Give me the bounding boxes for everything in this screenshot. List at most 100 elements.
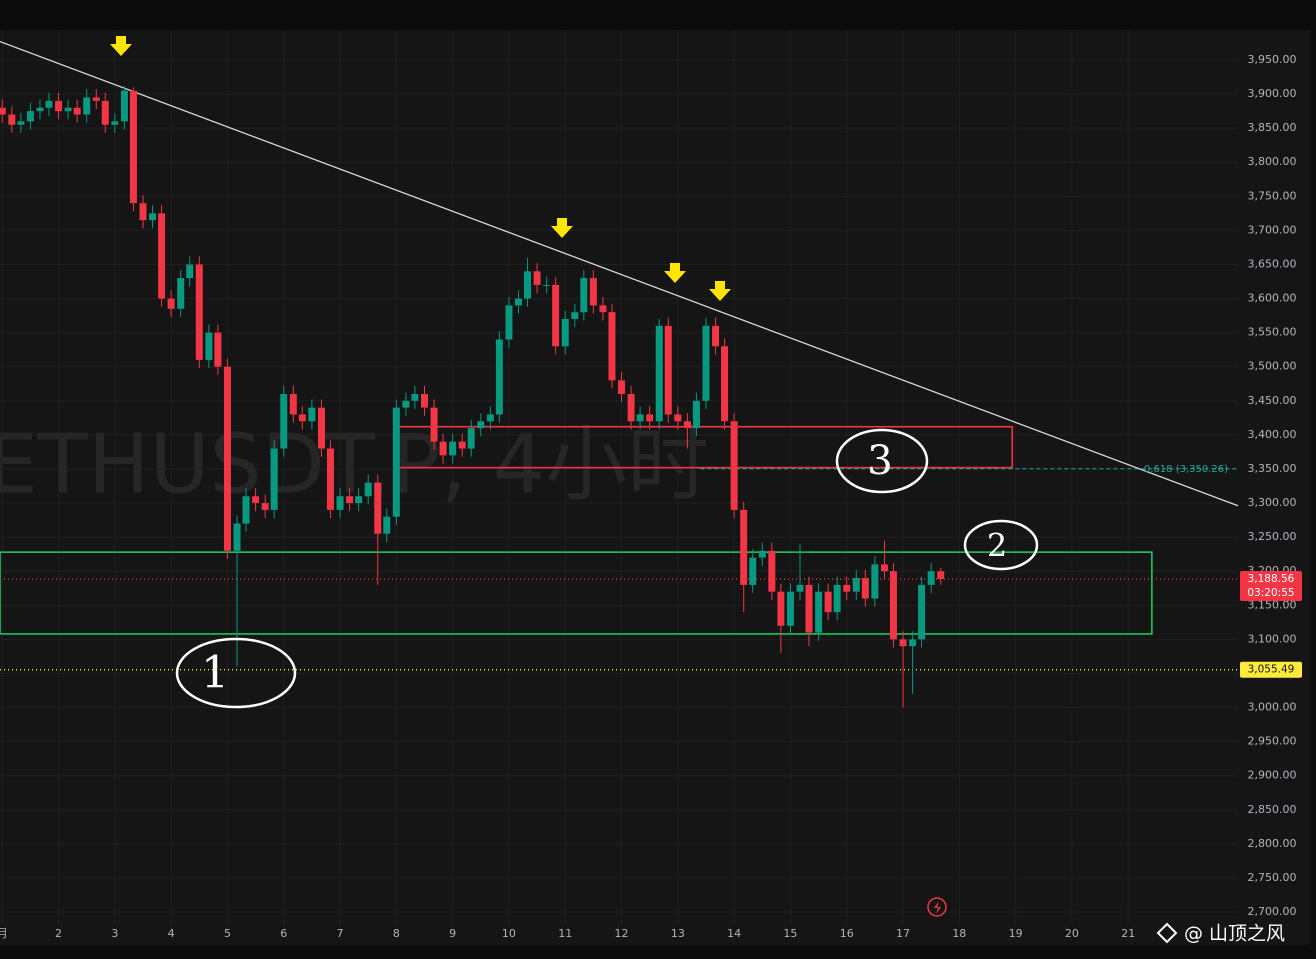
y-tick-label: 2,750.00 [1248, 871, 1297, 884]
plot [0, 40, 1239, 708]
candle-body [0, 107, 6, 115]
price-label: 3,188.56 [1248, 573, 1295, 585]
candle-body [749, 557, 757, 585]
candle-body [449, 441, 457, 456]
candle-body [336, 496, 344, 510]
candle-body [589, 278, 597, 306]
x-tick-label: 19 [1009, 927, 1023, 940]
candle-body [927, 571, 935, 585]
lightning-icon [927, 897, 947, 917]
candle-body [73, 107, 81, 115]
logo [1156, 922, 1178, 944]
candle-body [36, 107, 44, 112]
zone [0, 551, 1153, 635]
candle-body [937, 571, 945, 580]
circle [175, 637, 297, 709]
x-tick-label: 3 [111, 927, 118, 940]
price-label: 3,055.49 [1248, 664, 1295, 676]
arrows [110, 36, 731, 301]
candle-body [233, 523, 241, 551]
candle-body [674, 414, 682, 422]
candle-body [571, 312, 579, 320]
y-tick-label: 3,000.00 [1248, 701, 1297, 714]
y-tick-label: 3,950.00 [1248, 53, 1297, 66]
trendline [0, 40, 1239, 507]
x-tick-label: 4 [168, 927, 175, 940]
candle-body [777, 591, 785, 626]
candle-body [515, 298, 523, 306]
x-tick-label: 18 [952, 927, 966, 940]
candle-body [543, 284, 551, 286]
candle-body [411, 393, 419, 401]
candle-body [815, 591, 823, 633]
candle-body [26, 111, 34, 122]
x-tick-label: 5 [224, 927, 231, 940]
y-tick-label: 3,750.00 [1248, 189, 1297, 202]
y-tick-label: 3,600.00 [1248, 292, 1297, 305]
y-tick-label: 3,550.00 [1248, 326, 1297, 339]
y-tick-label: 2,850.00 [1248, 803, 1297, 816]
candle-body [768, 550, 776, 592]
candle-body [505, 305, 513, 340]
candle-body [730, 421, 738, 510]
icon [934, 901, 941, 914]
candle-body [289, 393, 297, 415]
candle-body [392, 407, 400, 517]
candle-body [561, 319, 569, 347]
candle-body [167, 298, 175, 309]
candle-body [223, 366, 231, 551]
candle-body [205, 332, 213, 360]
chart-background [0, 30, 1310, 945]
candle-body [843, 584, 851, 592]
x-tick-label: 9 [449, 927, 456, 940]
candle-body [430, 407, 438, 442]
annotation: 2 [987, 527, 1007, 565]
watermark: ETHUSDT.P, 4小时 [0, 417, 709, 512]
x-tick-label: 8 [393, 927, 400, 940]
x-tick-label: 11 [558, 927, 572, 940]
x-tick-label: 16 [840, 927, 854, 940]
candle-body [120, 90, 128, 122]
candle-body [8, 114, 16, 125]
candle-body [889, 571, 897, 640]
y-tick-label: 3,400.00 [1248, 428, 1297, 441]
candle-body [824, 591, 832, 613]
candle-body [580, 278, 588, 313]
y-tick-label: 2,950.00 [1248, 735, 1297, 748]
candle-body [439, 441, 447, 456]
candle-body [177, 278, 185, 309]
grid [0, 30, 1238, 925]
credit-text: @ 山顶之风 [1184, 923, 1285, 945]
candle-body [139, 203, 147, 221]
circle [963, 519, 1039, 571]
candle-body [833, 584, 841, 613]
y-tick-label: 2,800.00 [1248, 837, 1297, 850]
candle-body [158, 213, 166, 299]
candle-body [786, 591, 794, 626]
candle-body [552, 284, 560, 347]
x-tick-label: 14 [727, 927, 741, 940]
arrow [551, 218, 573, 238]
candle-body [721, 346, 729, 422]
candle-body [186, 264, 194, 279]
candle-body [242, 496, 250, 524]
y-tick-label: 2,700.00 [1248, 905, 1297, 918]
candle-body [55, 100, 63, 112]
candle-body [214, 332, 222, 367]
candle-body [364, 482, 372, 497]
x-tick-label: 20 [1065, 927, 1079, 940]
y-tick-label: 3,800.00 [1248, 155, 1297, 168]
candle-body [458, 441, 466, 449]
candle-body [326, 448, 334, 510]
candle-body [45, 100, 53, 108]
y-tick-label: 3,850.00 [1248, 121, 1297, 134]
candle-body [599, 305, 607, 313]
credit: @ 山顶之风 [1156, 922, 1285, 945]
candle-body [64, 107, 72, 112]
candle-body [129, 90, 137, 204]
candle-body [533, 271, 541, 285]
x-tick-label: 12 [615, 927, 629, 940]
y-tick-label: 3,700.00 [1248, 223, 1297, 236]
y-tick-label: 3,450.00 [1248, 394, 1297, 407]
